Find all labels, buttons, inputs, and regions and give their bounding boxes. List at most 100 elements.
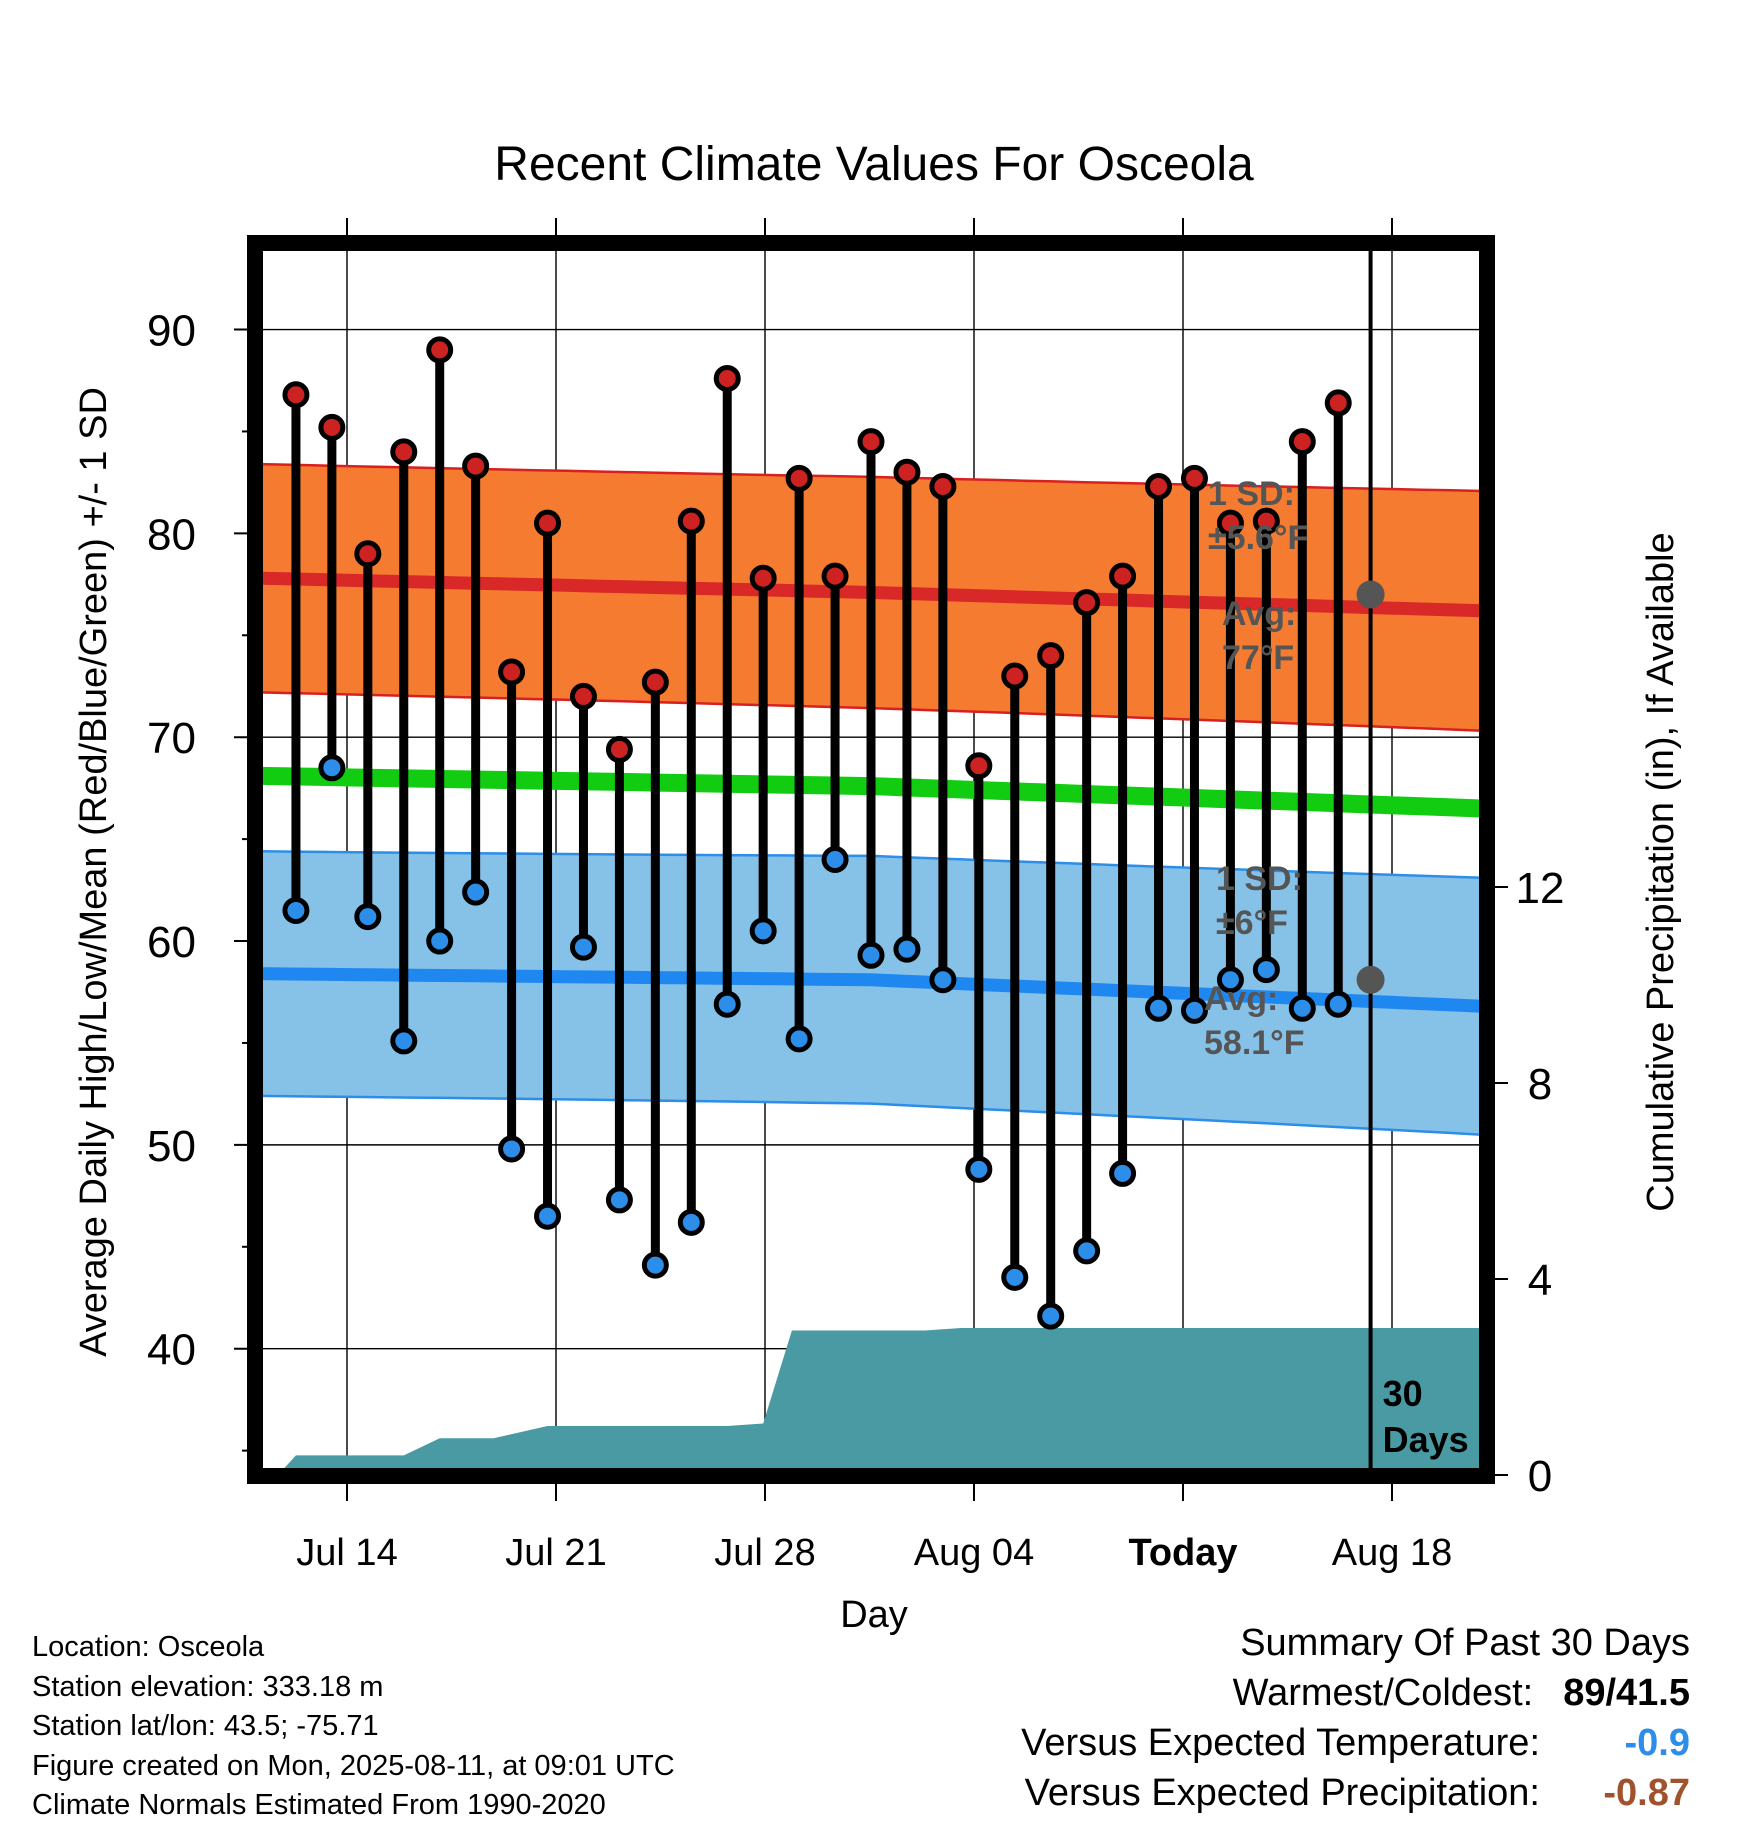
- x-tick-label: Aug 04: [914, 1532, 1034, 1574]
- daily-low-point: [965, 1155, 993, 1183]
- daily-high-point: [713, 364, 741, 392]
- created-text: Figure created on Mon, 2025-08-11, at 09…: [32, 1749, 675, 1782]
- daily-low-point: [1180, 996, 1208, 1024]
- plot-frame: [247, 235, 1495, 1484]
- daily-low-point: [677, 1208, 705, 1236]
- high-sd-label: 1 SD:: [1208, 475, 1295, 513]
- daily-high-point: [1073, 589, 1101, 617]
- daily-high-point: [821, 562, 849, 590]
- y2-tick-label: 4: [1528, 1256, 1552, 1305]
- daily-low-point: [1324, 990, 1352, 1018]
- y-tick-label: 70: [147, 714, 196, 763]
- daily-high-point: [1324, 389, 1352, 417]
- daily-low-point: [569, 933, 597, 961]
- daily-high-point: [605, 735, 633, 763]
- daily-high-point: [390, 438, 418, 466]
- daily-low-point: [893, 935, 921, 963]
- daily-high-point: [282, 381, 310, 409]
- plot-area: 1 SD: ±5.6°F Avg: 77°F 1 SD: ±6°F Avg: 58.1°F 30…: [147, 218, 1564, 1574]
- y2-tick-label: 12: [1516, 864, 1565, 913]
- daily-low-point: [1145, 994, 1173, 1022]
- low-avg-line: [260, 967, 1482, 1013]
- x-tick-label: Today: [1128, 1532, 1237, 1574]
- daily-high-point: [534, 509, 562, 537]
- daily-high-point: [1288, 428, 1316, 456]
- daily-high-point: [857, 428, 885, 456]
- y2-tick-label: 0: [1528, 1452, 1552, 1501]
- today-avg-high-marker: [1356, 580, 1385, 609]
- daily-high-point: [749, 564, 777, 592]
- temp-value: -0.9: [1624, 1722, 1690, 1764]
- low-avg-label: Avg:: [1204, 980, 1278, 1018]
- y-tick-label: 80: [147, 510, 196, 559]
- summary-temp-row: Versus Expected Temperature: -0.9: [1021, 1718, 1690, 1768]
- station-info: Location: Osceola Station elevation: 333…: [32, 1628, 675, 1826]
- y-tick-label: 50: [147, 1122, 196, 1171]
- daily-low-point: [821, 846, 849, 873]
- low-sd-band: [260, 851, 1482, 1135]
- low-sd-label: 1 SD:: [1216, 860, 1303, 898]
- precip-label: Versus Expected Precipitation:: [1024, 1772, 1540, 1814]
- daily-low-point: [426, 927, 454, 955]
- daily-low-point: [1252, 956, 1280, 984]
- window-label: 30: [1383, 1373, 1423, 1414]
- daily-high-point: [1109, 562, 1137, 590]
- summary-title: Summary Of Past 30 Days: [1240, 1622, 1690, 1664]
- temp-label: Versus Expected Temperature:: [1021, 1722, 1540, 1764]
- location-text: Location: Osceola: [32, 1631, 265, 1663]
- daily-low-point: [1109, 1159, 1137, 1187]
- daily-high-point: [929, 472, 957, 500]
- x-axis-label: Day: [840, 1594, 908, 1636]
- daily-high-point: [1145, 472, 1173, 500]
- daily-low-point: [785, 1025, 813, 1053]
- low-sd-label: ±6°F: [1216, 904, 1288, 942]
- high-avg-label: 77°F: [1222, 639, 1294, 677]
- y-tick-label: 40: [147, 1326, 196, 1375]
- daily-high-point: [677, 507, 705, 535]
- daily-high-point: [318, 413, 346, 441]
- daily-high-point: [893, 458, 921, 486]
- daily-high-point: [1037, 642, 1065, 670]
- x-tick-label: Aug 18: [1332, 1532, 1452, 1574]
- x-tick-label: Jul 14: [296, 1532, 397, 1574]
- daily-low-point: [857, 941, 885, 969]
- daily-low-point: [1073, 1237, 1101, 1265]
- daily-high-point: [1216, 509, 1244, 537]
- daily-low-point: [713, 990, 741, 1018]
- daily-high-point: [1252, 507, 1280, 535]
- y2-tick-label: 8: [1528, 1060, 1552, 1109]
- daily-high-point: [498, 658, 526, 686]
- elevation-text: Station elevation: 333.18 m: [32, 1670, 384, 1703]
- warmest-label: Warmest/Coldest:: [1232, 1672, 1534, 1714]
- daily-low-point: [462, 878, 490, 906]
- today-avg-low-marker: [1356, 965, 1385, 994]
- daily-high-point: [462, 452, 490, 480]
- daily-high-point: [354, 540, 382, 568]
- chart-title: Recent Climate Values For Osceola: [494, 138, 1254, 191]
- daily-low-point: [605, 1186, 633, 1214]
- daily-low-point: [1288, 994, 1316, 1022]
- y-tick-label: 60: [147, 918, 196, 967]
- daily-low-point: [1001, 1263, 1029, 1291]
- low-avg-label: 58.1°F: [1204, 1024, 1305, 1062]
- daily-high-point: [426, 336, 454, 364]
- daily-high-point: [965, 752, 993, 780]
- daily-low-point: [1037, 1302, 1065, 1330]
- y-tick-label: 90: [147, 307, 196, 356]
- x-tick-label: Jul 21: [505, 1532, 606, 1574]
- daily-low-point: [354, 903, 382, 931]
- daily-high-point: [1180, 464, 1208, 492]
- daily-low-point: [390, 1027, 418, 1055]
- precip-area: [261, 1328, 1482, 1471]
- summary-precip-row: Versus Expected Precipitation: -0.87: [1021, 1768, 1690, 1818]
- summary-warmest-row: Warmest/Coldest: 89/41.5: [1021, 1668, 1690, 1718]
- daily-low-point: [282, 896, 310, 924]
- daily-high-point: [641, 668, 669, 696]
- y2-axis-label: Cumulative Precipitation (in), If Availa…: [1640, 532, 1682, 1211]
- x-tick-label: Jul 28: [714, 1532, 815, 1574]
- daily-high-point: [1001, 662, 1029, 690]
- warmest-value: 89/41.5: [1563, 1672, 1690, 1714]
- daily-low-point: [1216, 966, 1244, 994]
- plot-inner: 1 SD: ±5.6°F Avg: 77°F 1 SD: ±6°F Avg: 58.1°F 30…: [260, 248, 1482, 1471]
